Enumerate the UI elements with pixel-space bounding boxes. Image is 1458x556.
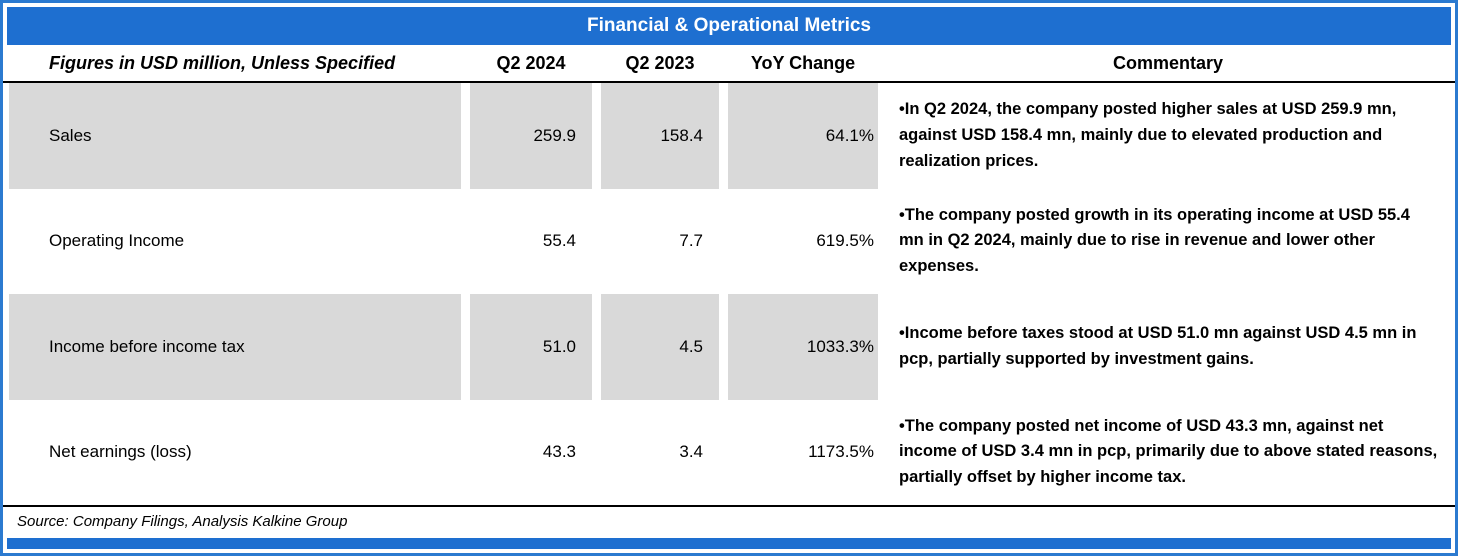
q2-2024-value-cell: 43.3 (542, 442, 576, 462)
commentary-cell: •The company posted net income of USD 43… (899, 416, 1438, 487)
metric-cell: Net earnings (loss) (49, 442, 192, 462)
table-row-sales: Sales 259.9 158.4 64.1% •In Q2 2024, the… (3, 83, 1455, 189)
yoy-change-cell: 64.1% (728, 83, 878, 189)
table-row-income-before-tax: Income before income tax 51.0 4.5 1033.3… (3, 294, 1455, 400)
commentary-cell: •The company posted growth in its operat… (899, 205, 1410, 276)
yoy-change-cell: 1033.3% (728, 294, 878, 400)
commentary-cell: •In Q2 2024, the company posted higher s… (899, 100, 1397, 170)
column-header-commentary: Commentary (1112, 52, 1224, 73)
metric-cell: Sales (9, 83, 461, 189)
bottom-accent-bar (7, 538, 1451, 549)
source-note: Source: Company Filings, Analysis Kalkin… (3, 505, 1455, 538)
q2-2024-value-cell: 259.9 (470, 83, 592, 189)
column-header-q2-2023: Q2 2023 (625, 52, 695, 73)
q2-2023-value-cell: 7.7 (679, 231, 703, 251)
q2-2023-value-cell: 3.4 (679, 442, 703, 462)
q2-2023-value-cell: 4.5 (601, 294, 719, 400)
table-row-operating-income: Operating Income 55.4 7.7 619.5% •The co… (3, 189, 1455, 295)
table-body: Sales 259.9 158.4 64.1% •In Q2 2024, the… (3, 83, 1455, 505)
metric-cell: Operating Income (49, 231, 185, 251)
column-header-metric: Figures in USD million, Unless Specified (49, 52, 396, 73)
commentary-cell: •Income before taxes stood at USD 51.0 m… (899, 324, 1417, 368)
column-header-yoy-change: YoY Change (750, 52, 856, 73)
table-row-net-earnings: Net earnings (loss) 43.3 3.4 1173.5% •Th… (3, 400, 1455, 506)
yoy-change-cell: 619.5% (816, 231, 874, 251)
yoy-change-cell: 1173.5% (808, 442, 874, 462)
column-header-q2-2024: Q2 2024 (496, 52, 566, 73)
column-header-row: Figures in USD million, Unless Specified… (3, 45, 1455, 83)
metric-cell: Income before income tax (9, 294, 461, 400)
q2-2023-value-cell: 158.4 (601, 83, 719, 189)
table-title: Financial & Operational Metrics (7, 7, 1451, 45)
q2-2024-value-cell: 55.4 (542, 231, 576, 251)
q2-2024-value-cell: 51.0 (470, 294, 592, 400)
